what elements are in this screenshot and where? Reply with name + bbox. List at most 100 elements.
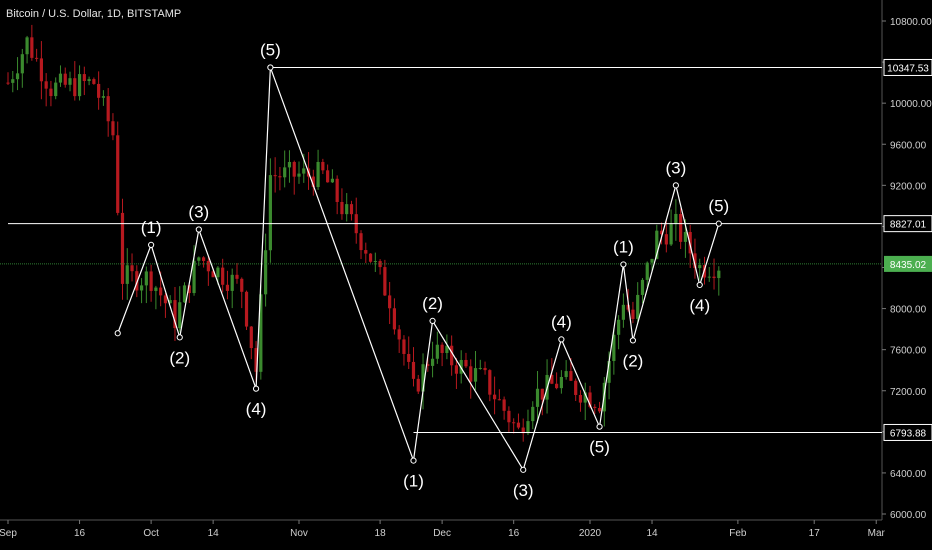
wave-point	[558, 336, 565, 343]
candle-body	[531, 406, 535, 422]
candle-body	[683, 232, 688, 242]
y-tick-label: 10800.00	[890, 17, 932, 28]
candle-body	[273, 175, 277, 177]
candle-body	[588, 392, 592, 407]
candle-body	[178, 302, 182, 329]
candle-body	[87, 79, 91, 82]
candle-body	[383, 267, 387, 296]
y-tick-label: 6400.00	[890, 469, 927, 480]
candle-body	[197, 257, 201, 261]
wave-point	[148, 241, 155, 249]
candle-body	[54, 82, 58, 97]
x-tick-label: 2020	[579, 528, 602, 539]
candle-body	[407, 353, 411, 362]
candle-body	[302, 168, 306, 174]
candle-body	[707, 276, 711, 278]
candle-body	[693, 253, 697, 269]
candle-body	[173, 300, 177, 329]
candle-body	[349, 204, 354, 215]
candle-body	[388, 295, 392, 309]
candle-body	[397, 329, 401, 340]
y-tick-label: 9600.00	[890, 140, 927, 151]
level-label-box	[883, 58, 932, 76]
candle-body	[478, 367, 482, 369]
candle-body	[535, 388, 540, 407]
candle-body	[512, 422, 516, 424]
candle-body	[101, 96, 106, 98]
x-tick-label: 16	[508, 528, 520, 539]
candle-body	[402, 339, 406, 354]
candle-body	[92, 79, 96, 84]
wave-point	[715, 220, 722, 227]
candle-body	[516, 422, 521, 428]
candle-body	[578, 394, 583, 403]
candle-body	[445, 345, 449, 353]
candle-body	[621, 304, 625, 320]
chart-title: Bitcoin / U.S. Dollar, 1D, BITSTAMP	[6, 8, 182, 20]
candle-body	[373, 261, 377, 263]
wave-label: (2)	[169, 348, 190, 367]
candle-body	[139, 285, 144, 291]
candle-body	[607, 361, 611, 383]
wave-point	[596, 423, 603, 430]
candle-body	[211, 271, 215, 278]
candle-body	[130, 265, 134, 272]
wave-point	[176, 334, 183, 341]
candle-body	[187, 285, 191, 294]
x-tick-label: 16	[74, 528, 86, 539]
candle-body	[159, 287, 163, 296]
candle-body	[135, 271, 139, 291]
candle-body	[645, 262, 649, 280]
candle-body	[650, 258, 654, 263]
candle-body	[626, 304, 630, 310]
candle-body	[292, 161, 296, 177]
candle-body	[311, 176, 315, 188]
candle-body	[68, 78, 72, 85]
candle-body	[335, 178, 339, 202]
candle-body	[244, 291, 249, 327]
wave-label: (4)	[551, 312, 572, 331]
candle-body	[144, 271, 148, 286]
x-tick-label: 18	[375, 528, 387, 539]
candle-body	[612, 334, 616, 362]
candle-body	[640, 279, 645, 295]
candle-body	[345, 204, 349, 215]
candle-body	[497, 399, 501, 401]
candle-body	[44, 81, 48, 89]
candle-body	[574, 380, 578, 395]
x-tick-label: Dec	[433, 528, 451, 539]
y-tick-label: 7200.00	[890, 387, 927, 398]
x-tick-label: Nov	[290, 528, 308, 539]
candle-body	[125, 265, 129, 284]
candle-body	[669, 223, 673, 245]
candle-body	[502, 399, 506, 411]
candle-body	[58, 73, 63, 83]
candle-body	[35, 57, 39, 59]
current-price-tag	[884, 255, 932, 272]
wave-point	[267, 64, 274, 71]
candle-body	[664, 234, 668, 245]
level-label-box	[883, 423, 932, 441]
candle-body	[30, 37, 34, 58]
candle-body	[540, 388, 544, 400]
candle-body	[225, 284, 230, 291]
candle-body	[430, 358, 435, 366]
candle-body	[679, 213, 683, 242]
candle-body	[321, 161, 325, 171]
candle-body	[192, 260, 196, 294]
candle-body	[15, 73, 20, 80]
candle-body	[264, 250, 268, 295]
candle-body	[593, 406, 597, 408]
candle-body	[450, 345, 454, 366]
candle-body	[411, 361, 416, 379]
wave-point	[114, 330, 121, 337]
y-tick-label: 9200.00	[890, 181, 927, 192]
wave-label: (3)	[665, 158, 686, 177]
level-label: 10347.53	[887, 63, 929, 74]
candle-body	[392, 308, 397, 330]
candle-body	[316, 161, 320, 188]
candle-body	[235, 274, 239, 279]
current-price-label: 8435.02	[890, 260, 927, 271]
candle-body	[631, 309, 635, 319]
